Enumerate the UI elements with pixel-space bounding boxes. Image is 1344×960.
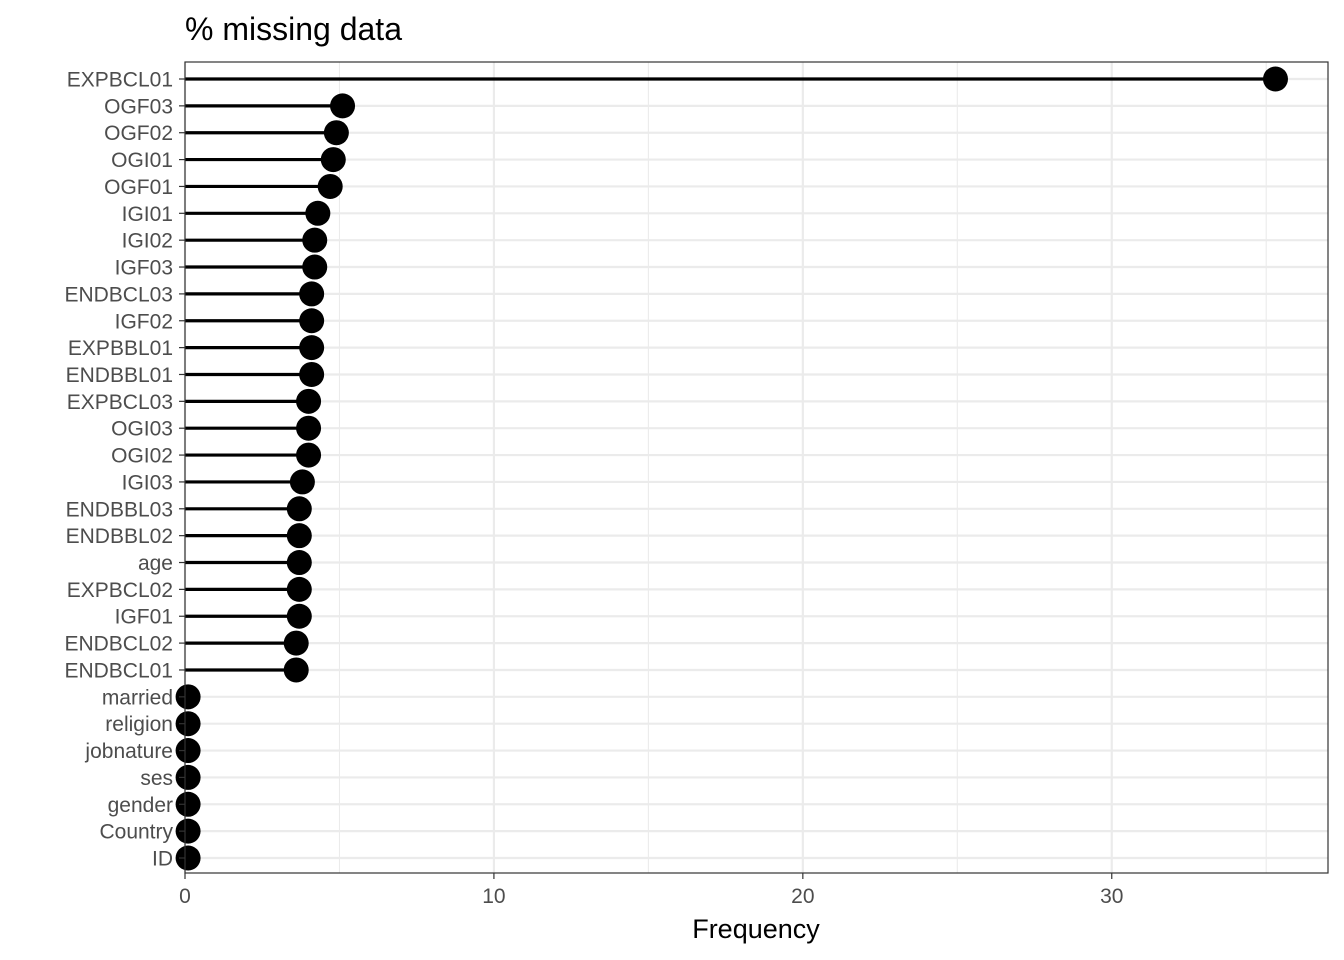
point-EXPBCL01 <box>1262 66 1288 92</box>
point-EXPBCL03 <box>296 388 322 414</box>
y-tick-label: religion <box>105 713 173 736</box>
y-tick-label: EXPBCL01 <box>67 69 173 92</box>
point-OGI01 <box>320 147 346 173</box>
y-tick-label: OGF03 <box>104 95 173 118</box>
y-tick-label: ID <box>152 848 173 871</box>
point-ses <box>175 764 201 790</box>
point-IGF03 <box>302 254 328 280</box>
point-IGF02 <box>299 308 325 334</box>
y-tick-label: EXPBBL01 <box>68 337 173 360</box>
lollipop-stems <box>185 77 1276 860</box>
point-ENDBBL03 <box>286 496 312 522</box>
y-tick-label: OGI02 <box>111 445 173 468</box>
plot-panel <box>185 62 1328 873</box>
y-tick-label: IGF01 <box>115 606 173 629</box>
point-ENDBBL01 <box>299 361 325 387</box>
point-OGI02 <box>296 442 322 468</box>
point-ENDBBL02 <box>286 523 312 549</box>
y-tick-label: IGI01 <box>122 203 173 226</box>
point-IGI01 <box>305 200 331 226</box>
x-axis-ticks: 0 10 20 30 <box>179 873 1123 908</box>
y-tick-label: OGI03 <box>111 418 173 441</box>
y-tick-label: IGF03 <box>115 257 173 280</box>
y-tick-label: ENDBBL01 <box>66 364 173 387</box>
point-EXPBCL02 <box>286 576 312 602</box>
point-Country <box>175 818 201 844</box>
panel-border <box>184 61 1329 874</box>
point-ID <box>175 845 201 871</box>
y-tick-label: OGI01 <box>111 149 173 172</box>
point-religion <box>175 711 201 737</box>
y-tick-label: EXPBCL02 <box>67 579 173 602</box>
y-axis-ticks: EXPBCL01 OGF03 OGF02 OGI01 OGF01 IGI01 IGI02 IG… <box>64 69 185 871</box>
y-tick-label: jobnature <box>84 740 173 763</box>
y-tick-label: gender <box>108 794 173 817</box>
y-tick-label: age <box>138 552 173 575</box>
y-tick-label: married <box>102 686 173 709</box>
y-tick-label: ENDBCL01 <box>64 659 173 682</box>
x-tick-label: 10 <box>482 885 505 908</box>
x-tick-label: 0 <box>179 885 191 908</box>
x-tick-label: 30 <box>1100 885 1123 908</box>
point-ENDBCL02 <box>283 630 309 656</box>
point-OGF01 <box>317 173 343 199</box>
y-tick-label: Country <box>99 821 173 844</box>
y-tick-label: ENDBCL02 <box>64 633 173 656</box>
y-tick-label: IGI03 <box>122 471 173 494</box>
point-IGF01 <box>286 603 312 629</box>
point-gender <box>175 791 201 817</box>
minor-gridlines <box>338 62 1267 873</box>
y-tick-label: IGF02 <box>115 310 173 333</box>
x-tick-label: 20 <box>791 885 814 908</box>
y-tick-label: ENDBCL03 <box>64 283 173 306</box>
point-jobnature <box>175 738 201 764</box>
chart-title: % missing data <box>185 11 402 47</box>
point-EXPBBL01 <box>299 335 325 361</box>
point-OGI03 <box>296 415 322 441</box>
y-tick-label: OGF01 <box>104 176 173 199</box>
point-OGF03 <box>330 93 356 119</box>
y-tick-label: IGI02 <box>122 230 173 253</box>
point-IGI02 <box>302 227 328 253</box>
point-ENDBCL03 <box>299 281 325 307</box>
point-age <box>286 550 312 576</box>
y-tick-label: ENDBBL02 <box>66 525 173 548</box>
y-tick-label: OGF02 <box>104 122 173 145</box>
point-married <box>175 684 201 710</box>
y-tick-label: EXPBCL03 <box>67 391 173 414</box>
point-ENDBCL01 <box>283 657 309 683</box>
point-OGF02 <box>323 120 349 146</box>
x-axis-label: Frequency <box>692 914 820 944</box>
point-IGI03 <box>289 469 315 495</box>
lollipop-dots <box>175 66 1288 871</box>
y-tick-label: ENDBBL03 <box>66 498 173 521</box>
y-tick-label: ses <box>140 767 173 790</box>
